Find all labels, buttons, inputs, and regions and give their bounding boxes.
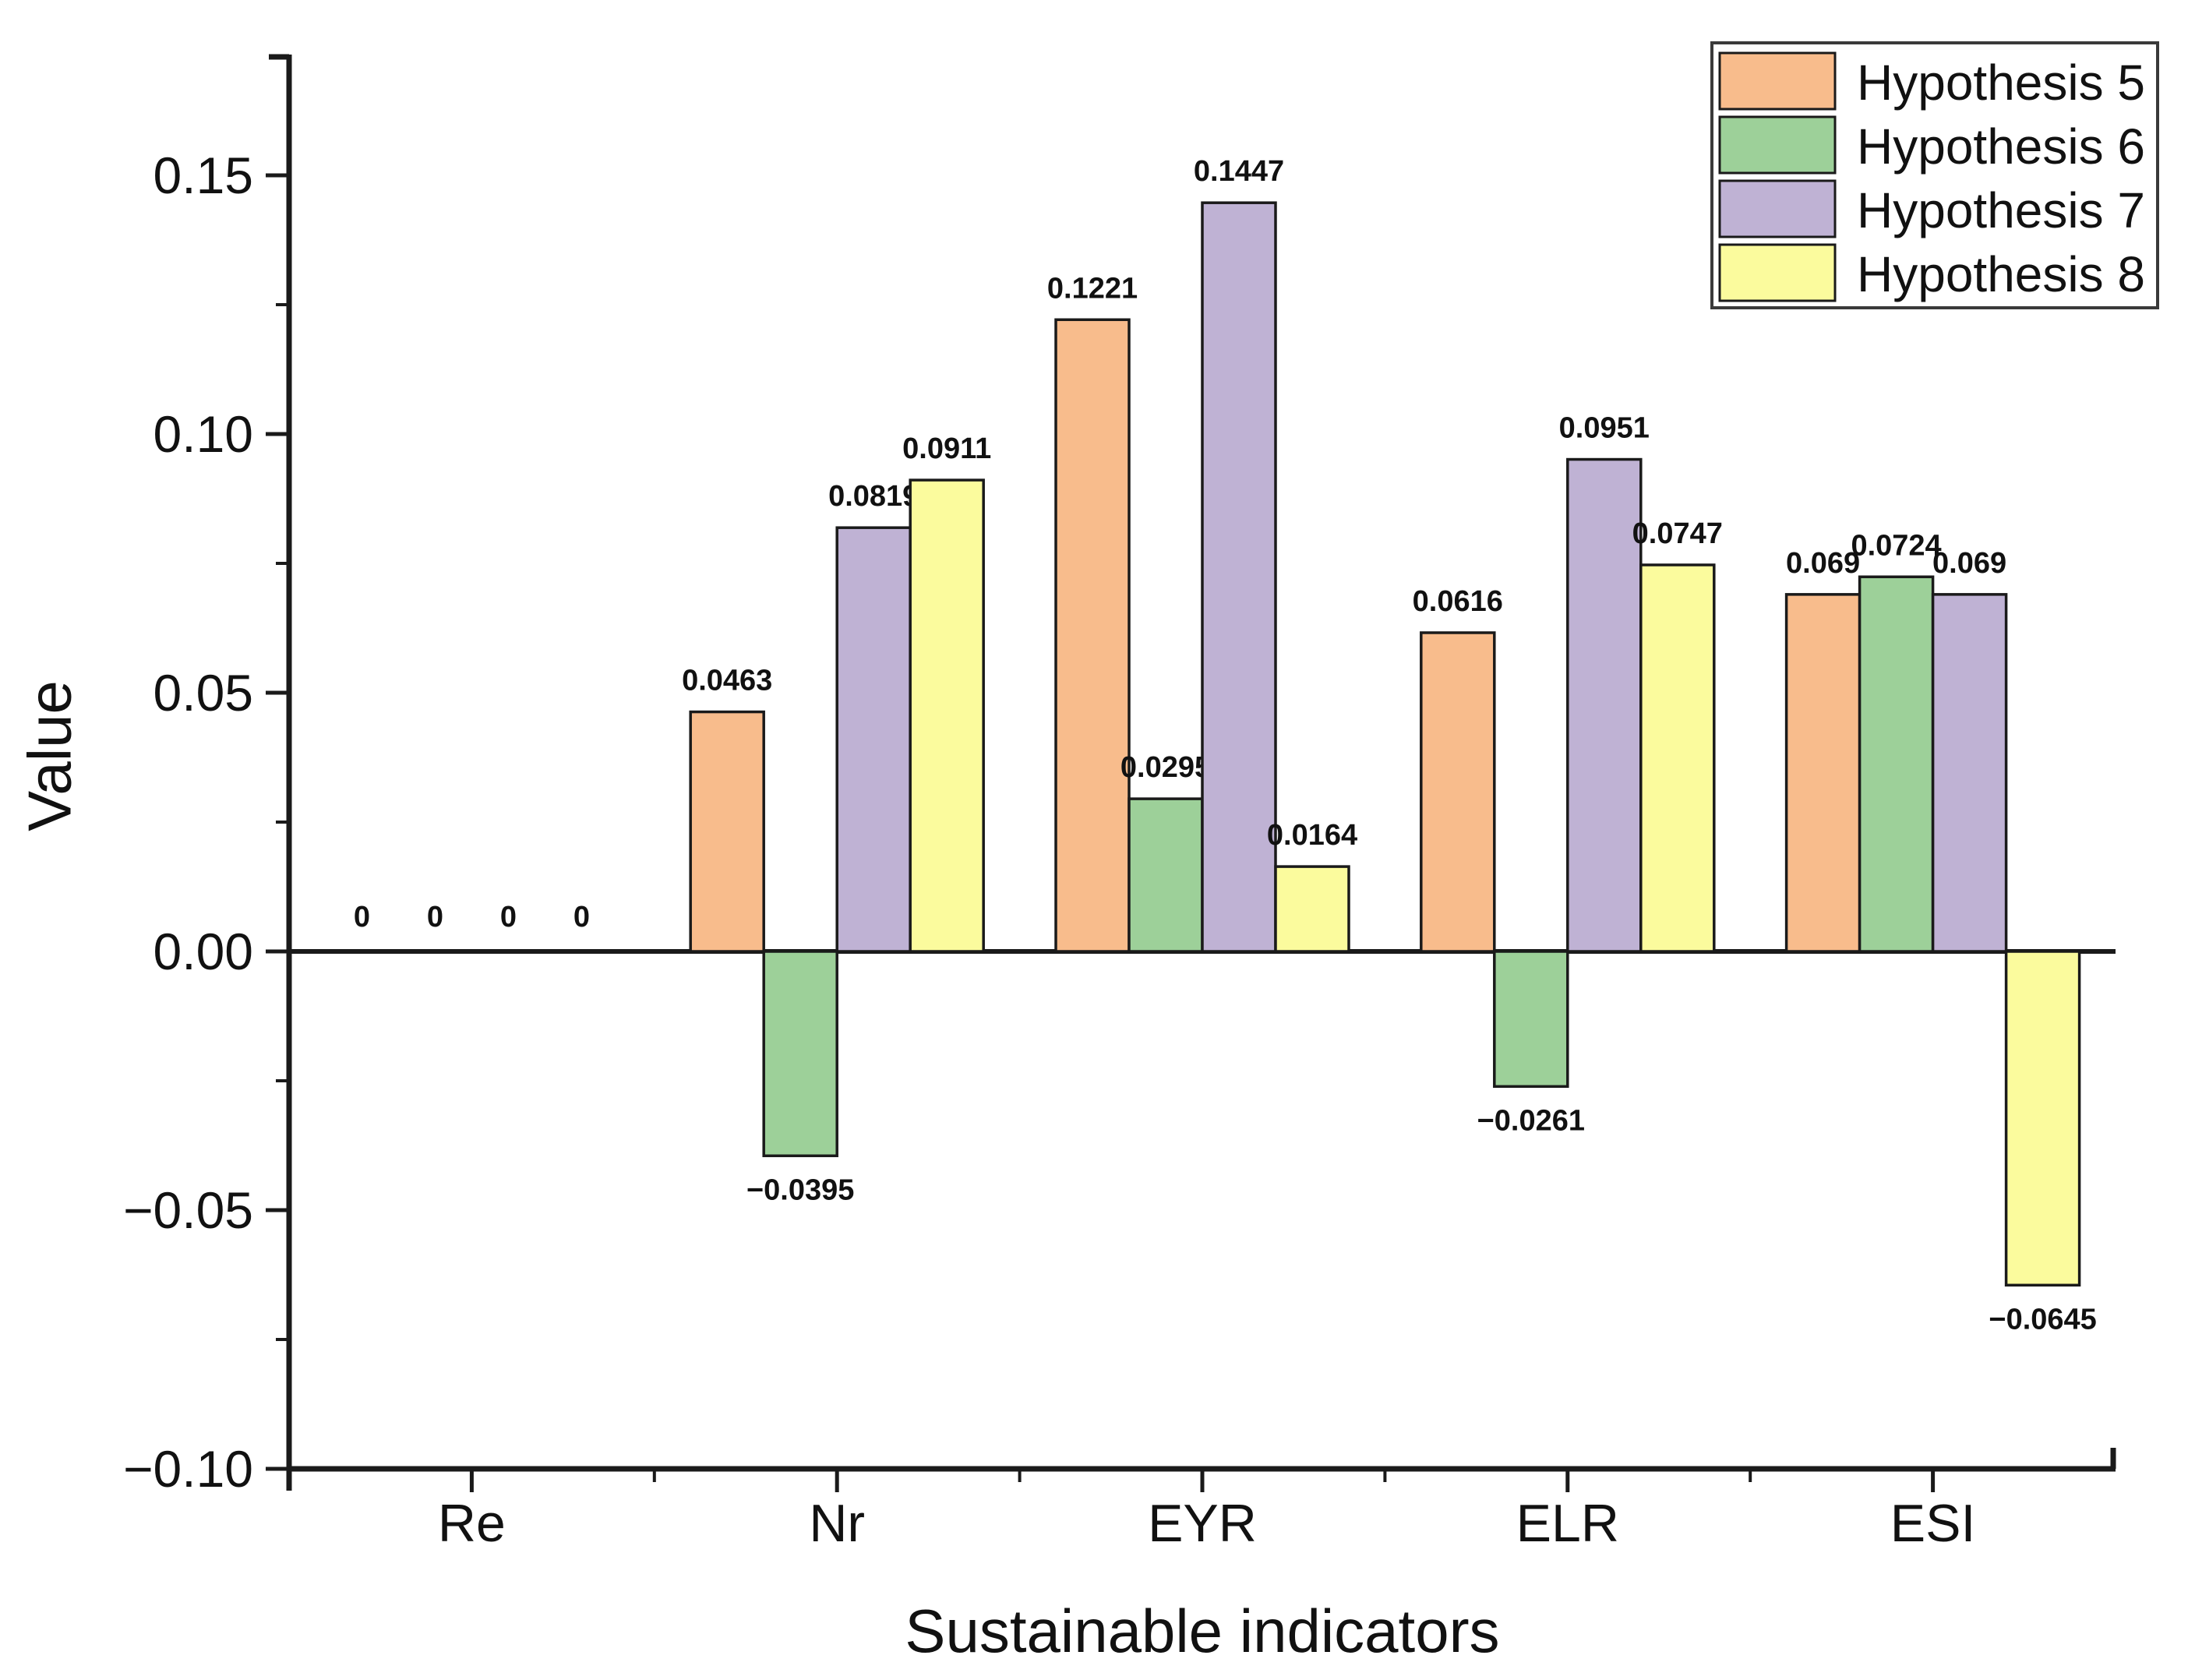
legend-swatch xyxy=(1718,179,1837,238)
series-hypothesis-6: 0 −0.0395 0.0295 −0.0261 0.0724 xyxy=(427,529,1942,1206)
bar xyxy=(762,950,838,1158)
bar xyxy=(1858,575,1935,953)
bar-value-label: 0.0724 xyxy=(1851,529,1941,562)
bar-value-label: 0 xyxy=(354,901,370,934)
bar xyxy=(689,710,765,953)
legend-label: Hypothesis 7 xyxy=(1857,182,2145,238)
x-axis-category-label: Re xyxy=(438,1494,506,1553)
x-axis-title: Sustainable indicators xyxy=(905,1597,1500,1665)
bar xyxy=(1931,593,2008,953)
bar xyxy=(835,526,912,953)
bar xyxy=(1420,631,1496,953)
y-axis-tick-label: 0.15 xyxy=(154,146,253,204)
bar-value-label: −0.0645 xyxy=(1989,1303,2096,1336)
legend-label: Hypothesis 6 xyxy=(1857,118,2145,175)
x-axis-category-label: ELR xyxy=(1516,1494,1619,1553)
legend-item-hypothesis-8: Hypothesis 8 xyxy=(1718,243,2145,302)
bar-value-label: 0.069 xyxy=(1786,547,1860,580)
legend-label: Hypothesis 5 xyxy=(1857,55,2145,111)
legend: Hypothesis 5 Hypothesis 6 Hypothesis 7 Hypo… xyxy=(1710,41,2159,309)
bar-value-label: 0 xyxy=(573,901,590,934)
bar-value-label: 0.0819 xyxy=(828,480,919,513)
y-axis-tick-label: −0.10 xyxy=(123,1440,253,1498)
legend-swatch xyxy=(1718,243,1837,302)
y-axis-tick-label: 0.05 xyxy=(154,664,253,722)
bar xyxy=(1128,797,1204,953)
legend-item-hypothesis-7: Hypothesis 7 xyxy=(1718,179,2145,238)
legend-item-hypothesis-5: Hypothesis 5 xyxy=(1718,51,2145,111)
series-hypothesis-7: 0 0.0819 0.1447 0.0951 0.069 xyxy=(500,155,2008,953)
y-axis-tick-label: −0.05 xyxy=(123,1181,253,1239)
bar-value-label: 0.0295 xyxy=(1120,751,1211,784)
bar-value-label: 0.0911 xyxy=(902,432,991,465)
bar xyxy=(1054,318,1131,953)
bar xyxy=(1201,201,1277,953)
y-axis-tick-label: 0.10 xyxy=(154,405,253,463)
bar-value-label: 0.0951 xyxy=(1559,412,1650,445)
bar xyxy=(1566,457,1643,953)
bar-value-label: −0.0395 xyxy=(746,1174,854,1206)
series-hypothesis-8: 0 0.0911 0.0164 0.0747 −0.0645 xyxy=(573,432,2097,1336)
legend-label: Hypothesis 8 xyxy=(1857,246,2145,302)
y-axis-tick-label: 0.00 xyxy=(154,923,253,980)
bar-value-label: 0.0164 xyxy=(1267,819,1357,852)
x-axis-category-label: ESI xyxy=(1890,1494,1976,1553)
bar-value-label: 0 xyxy=(500,901,517,934)
bar-value-label: 0.0463 xyxy=(682,665,772,697)
legend-swatch xyxy=(1718,51,1837,111)
bar-value-label: 0 xyxy=(427,901,443,934)
y-axis-title: Value xyxy=(15,680,84,831)
bar xyxy=(1784,593,1862,953)
bar-value-label: −0.0261 xyxy=(1477,1104,1585,1137)
bar xyxy=(1274,865,1350,953)
bar-value-label: 0.1447 xyxy=(1194,155,1284,188)
bar xyxy=(909,478,985,953)
bar xyxy=(1493,950,1569,1089)
bar xyxy=(1639,563,1716,953)
bar-value-label: 0.069 xyxy=(1932,547,2006,580)
legend-swatch xyxy=(1718,115,1837,175)
bar-value-label: 0.1221 xyxy=(1047,272,1138,305)
x-axis-category-label: Nr xyxy=(809,1494,865,1553)
bar-value-label: 0.0616 xyxy=(1413,585,1503,618)
bar xyxy=(2004,950,2081,1287)
bar-value-label: 0.0747 xyxy=(1632,517,1723,550)
legend-item-hypothesis-6: Hypothesis 6 xyxy=(1718,115,2145,175)
series-hypothesis-5: 0 0.0463 0.1221 0.0616 0.069 xyxy=(354,272,1862,953)
x-axis-category-label: EYR xyxy=(1148,1494,1257,1553)
